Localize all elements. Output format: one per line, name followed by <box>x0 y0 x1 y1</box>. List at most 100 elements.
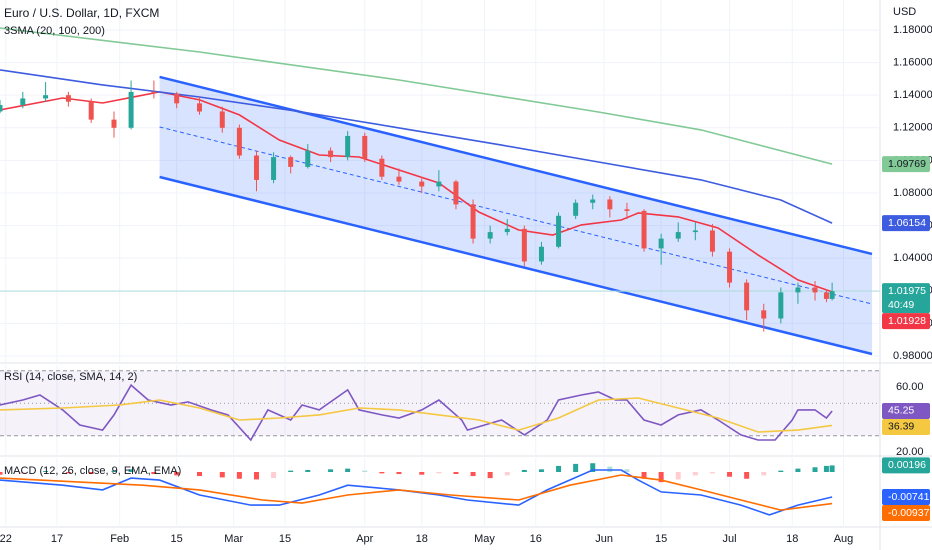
series-line <box>0 91 833 293</box>
candle-body <box>675 232 681 239</box>
x-tick-label: 16 <box>530 533 542 545</box>
series-line <box>0 27 833 165</box>
panel <box>0 458 845 525</box>
currency-label: USD <box>893 6 916 18</box>
histogram-bar <box>436 472 442 474</box>
price-label-box <box>882 457 930 474</box>
candle-body <box>709 230 715 252</box>
candle-body <box>658 238 664 249</box>
price-label: 1.01975 <box>888 285 926 297</box>
rsi-title: RSI (14, close, SMA, 14, 2) <box>4 371 137 383</box>
x-tick-label: 15 <box>171 533 183 545</box>
histogram-bar <box>43 470 49 473</box>
price-label-box <box>882 402 930 419</box>
candle-body <box>470 204 476 239</box>
candle-body <box>288 157 294 167</box>
histogram-bar <box>470 472 476 477</box>
candle-body <box>151 91 157 94</box>
candle-body <box>65 95 71 102</box>
candle-body <box>607 199 613 210</box>
candle-body <box>761 310 767 319</box>
histogram-bar <box>236 472 242 479</box>
x-tick-label: 15 <box>655 533 667 545</box>
candle-body <box>556 215 562 247</box>
histogram-bar <box>219 472 225 478</box>
price-label: -0.00937 <box>888 507 930 519</box>
x-tick-label: 18 <box>416 533 428 545</box>
histogram-bar <box>692 472 698 476</box>
histogram-bar <box>271 472 277 479</box>
candle-body <box>573 202 579 216</box>
histogram-bar <box>20 472 26 474</box>
price-label: 0.00196 <box>888 459 926 471</box>
histogram-bar <box>556 465 562 473</box>
histogram-bar <box>328 469 334 473</box>
histogram-bar <box>253 472 259 480</box>
candle-body <box>504 228 510 233</box>
x-tick-label: 22 <box>0 533 12 545</box>
y-tick-label: 1.18000 <box>893 24 932 36</box>
price-label: 36.39 <box>888 421 914 433</box>
panel <box>0 0 880 362</box>
price-label-box <box>882 283 930 314</box>
histogram-bar <box>641 472 647 479</box>
y-tick-label: 1.16000 <box>893 56 932 68</box>
indicator-label: 3SMA (20, 100, 200) <box>4 25 105 37</box>
histogram-bar <box>128 469 134 473</box>
y-tick-label: 60.00 <box>896 381 924 393</box>
histogram-bar <box>196 472 202 477</box>
y-tick-label: 0.98000 <box>893 350 932 362</box>
histogram-bar <box>521 469 527 473</box>
candle-body <box>196 103 202 112</box>
candle-body <box>271 157 277 180</box>
histogram-bar <box>151 472 157 475</box>
histogram-bar <box>812 467 818 473</box>
candle-body <box>328 150 334 158</box>
candle-body <box>219 111 225 128</box>
candle-body <box>453 181 459 205</box>
x-tick-label: 18 <box>786 533 798 545</box>
price-label-box <box>882 313 930 330</box>
histogram-bar <box>504 472 510 476</box>
x-tick-label: Mar <box>224 533 243 545</box>
x-tick-label: 15 <box>279 533 291 545</box>
histogram-bar <box>709 472 715 474</box>
candle-body <box>436 181 442 187</box>
x-tick-label: Feb <box>110 533 129 545</box>
histogram-bar <box>590 463 596 473</box>
histogram-bar <box>362 470 368 473</box>
candle-body <box>111 119 117 128</box>
histogram-bar <box>538 469 544 473</box>
price-label-box <box>882 505 930 522</box>
histogram-bar <box>624 469 630 473</box>
histogram-bar <box>823 465 829 473</box>
y-tick-label: 1.08000 <box>893 187 932 199</box>
price-label: 1.01928 <box>888 315 926 327</box>
histogram-bar <box>111 470 117 473</box>
histogram-bar <box>675 472 681 480</box>
price-label-box <box>882 215 930 232</box>
histogram-bar <box>761 472 767 476</box>
candle-body <box>744 282 750 311</box>
candle-body <box>812 287 818 293</box>
histogram-bar <box>396 472 402 475</box>
countdown-label: 40:49 <box>888 299 914 311</box>
series-line <box>0 474 833 511</box>
candle-body <box>379 158 385 177</box>
price-label-box <box>882 489 930 506</box>
histogram-bar <box>419 472 425 475</box>
series-line <box>0 383 833 442</box>
histogram-bar <box>658 472 664 483</box>
candle-body <box>396 176 402 182</box>
series-line <box>0 397 833 433</box>
histogram-bar <box>65 472 71 474</box>
price-label-box <box>882 418 930 435</box>
y-tick-label: 1.12000 <box>893 122 932 134</box>
panel <box>0 365 880 455</box>
candle-body <box>692 230 698 233</box>
histogram-bar <box>744 472 750 479</box>
x-tick-label: 17 <box>51 533 63 545</box>
candle-body <box>590 199 596 203</box>
candle-body <box>624 209 630 211</box>
